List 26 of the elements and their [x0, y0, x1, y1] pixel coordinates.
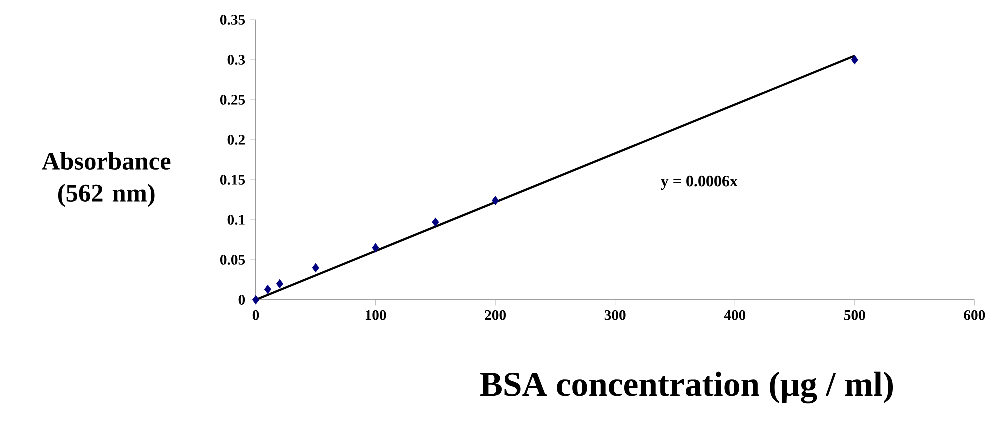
point: [492, 196, 500, 206]
point: [276, 279, 284, 289]
y-tick-label: 0.05: [220, 255, 246, 265]
x-tick-label: 400: [724, 310, 746, 320]
y-tick-label: 0.1: [228, 215, 245, 225]
y-tick-label: 0.15: [220, 175, 246, 185]
x-axis-title: BSA concentration (µg / ml): [480, 372, 894, 404]
y-tick-label: 0.25: [220, 95, 246, 105]
point: [312, 263, 320, 273]
point: [252, 295, 260, 305]
annotation: y = 0.0006x: [661, 176, 738, 190]
y-tick-label: 0.2: [228, 135, 245, 145]
x-tick-label: 500: [844, 310, 866, 320]
point: [372, 243, 380, 253]
x-tick-label: 100: [366, 310, 386, 320]
point: [851, 55, 858, 65]
y-tick-label: 0: [238, 295, 246, 305]
point: [264, 285, 272, 294]
y-tick-label: 0.35: [220, 15, 246, 25]
point: [432, 218, 440, 227]
x-tick-label: 600: [964, 310, 986, 320]
y-axis-title: Absorbance (562 nm): [42, 152, 171, 208]
y-tick-label: 0.3: [228, 55, 246, 65]
x-tick-label: 200: [485, 310, 506, 320]
x-tick-label: 0: [252, 310, 260, 320]
x-tick-label: 300: [604, 310, 626, 320]
